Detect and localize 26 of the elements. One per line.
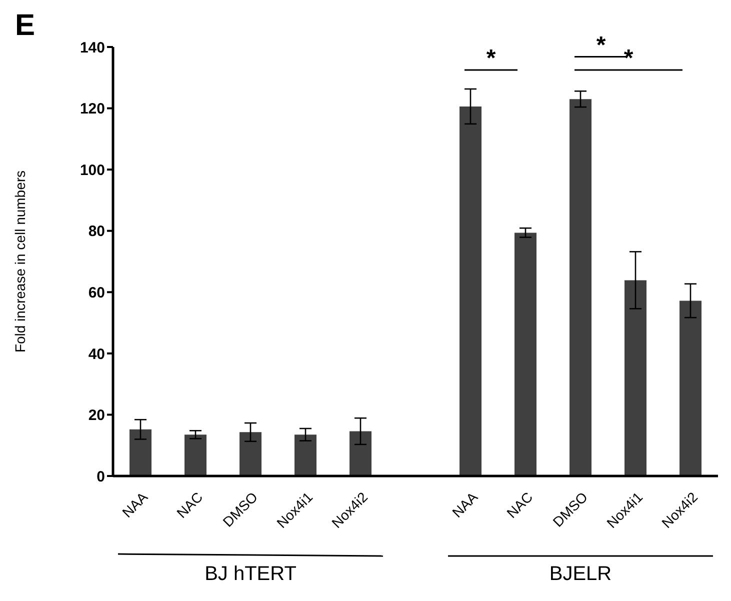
y-tick-label: 0 — [96, 468, 105, 486]
bar — [240, 432, 262, 476]
bar — [514, 232, 536, 476]
y-tick-label: 20 — [88, 407, 105, 424]
bar — [624, 280, 646, 476]
annotation: * — [486, 44, 496, 72]
annotation: * — [596, 32, 606, 59]
y-tick-label: 40 — [88, 346, 105, 363]
x-tick-label: NAA — [448, 488, 482, 520]
text: E — [15, 9, 36, 42]
bar — [294, 434, 316, 476]
y-tick-label: 80 — [88, 223, 105, 240]
y-tick-label: 60 — [88, 284, 105, 302]
text: BJELR — [549, 563, 612, 585]
y-axis-title: Fold increase in cell numbers — [12, 170, 28, 353]
bar — [130, 429, 152, 476]
y-tick-label: 100 — [80, 162, 105, 179]
bar — [184, 434, 206, 476]
text: BJ hTERT — [204, 563, 296, 585]
y-tick-label: 120 — [80, 100, 105, 118]
bar — [350, 431, 372, 476]
y-tick-label: 140 — [80, 39, 105, 56]
bar — [570, 99, 592, 476]
bar — [460, 106, 482, 476]
x-tick-label: NAA — [118, 488, 152, 520]
bar — [680, 300, 702, 476]
